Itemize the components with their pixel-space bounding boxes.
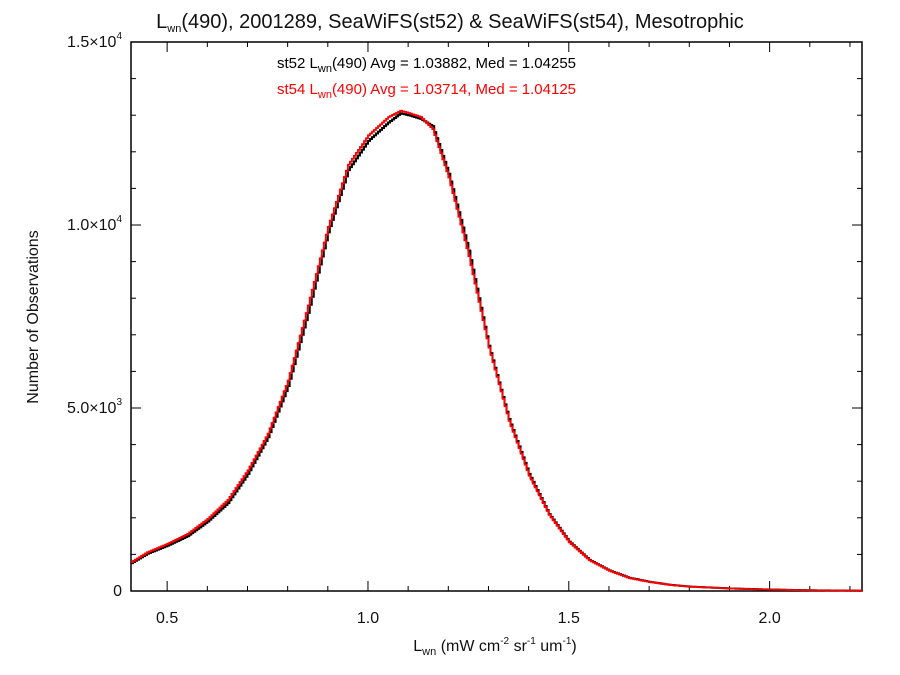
- x-axis-label: Lwn (mW cm-2 sr-1 um-1): [413, 636, 576, 658]
- y-tick-label-base-3: 1.5×10: [67, 34, 116, 51]
- x-tick-label-1: 1.0: [357, 610, 379, 627]
- y-tick-label-base-0: 0: [113, 583, 122, 600]
- y-tick-label-base-2: 1.0×10: [67, 217, 116, 234]
- x-tick-label-0: 0.5: [156, 610, 178, 627]
- x-axis-label-prefix: L: [413, 638, 422, 655]
- y-tick-label-3: 1.5×104: [67, 31, 122, 51]
- y-tick-label-base-1: 5.0×10: [67, 400, 116, 417]
- y-tick-label-exponent-1: 3: [116, 397, 122, 408]
- x-axis-label-unit-3-exponent: -1: [563, 636, 572, 647]
- chart-title: Lwn(490), 2001289, SeaWiFS(st52) & SeaWi…: [156, 11, 744, 35]
- y-axis-label: Number of Observations: [25, 230, 42, 403]
- y-tick-label-exponent-2: 4: [116, 214, 122, 225]
- x-tick-label-3: 2.0: [758, 610, 780, 627]
- x-axis-label-unit-1-exponent: -2: [500, 636, 509, 647]
- chart-title-subscript: wn: [166, 23, 181, 35]
- x-axis-label-unit-4: ): [571, 638, 576, 655]
- y-tick-label-1: 5.0×103: [67, 397, 122, 417]
- x-axis-label-unit-3: um: [540, 638, 562, 655]
- legend-entry-prefix-0: st52 L: [277, 55, 318, 72]
- legend-entry-subscript-1: wn: [317, 89, 332, 101]
- y-tick-label-2: 1.0×104: [67, 214, 122, 234]
- legend-entry-0: st52 Lwn(490) Avg = 1.03882, Med = 1.042…: [277, 55, 576, 75]
- y-tick-label-0: 0: [113, 583, 122, 600]
- plot-frame: [130, 41, 863, 592]
- x-axis-label-unit-2: sr: [514, 638, 528, 655]
- legend-entry-suffix-1: (490) Avg = 1.03714, Med = 1.04125: [332, 81, 576, 98]
- series-line-st54: [131, 109, 863, 592]
- legend: st52 Lwn(490) Avg = 1.03882, Med = 1.042…: [277, 55, 576, 101]
- x-tick-label-2: 1.5: [558, 610, 580, 627]
- x-axis-label-subscript: wn: [421, 646, 436, 658]
- legend-entry-1: st54 Lwn(490) Avg = 1.03714, Med = 1.041…: [277, 81, 576, 101]
- y-tick-label-exponent-3: 4: [116, 31, 122, 42]
- x-axis-label-unit-2-exponent: -1: [527, 636, 536, 647]
- legend-entry-prefix-1: st54 L: [277, 81, 318, 98]
- chart-title-suffix: (490), 2001289, SeaWiFS(st52) & SeaWiFS(…: [181, 11, 743, 33]
- x-axis-label-unit-1: (mW cm: [441, 638, 501, 655]
- legend-entry-suffix-0: (490) Avg = 1.03882, Med = 1.04255: [332, 55, 576, 72]
- chart-title-prefix: L: [156, 11, 167, 33]
- legend-entry-subscript-0: wn: [317, 63, 332, 75]
